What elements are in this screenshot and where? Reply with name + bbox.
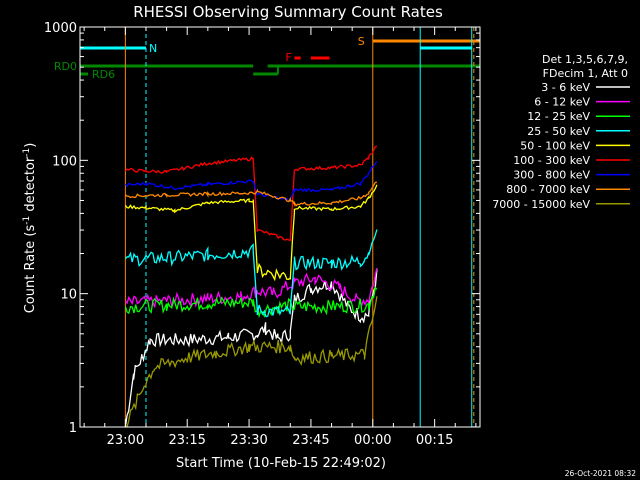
y-tick-label: 10 [60,288,77,303]
series-7000-15000-kev [125,296,378,428]
flag-label-n: N [149,42,157,55]
chart-title: RHESSI Observing Summary Count Rates [133,3,443,21]
series-line-6-12-kev [124,267,378,309]
legend-label-800-7000-kev: 800 - 7000 keV [506,183,590,196]
series-25-50-kev [124,229,378,318]
series-layer [124,145,378,428]
series-line-12-25-kev [124,286,378,319]
series-line-3-6-kev [124,268,378,428]
y-tick-label: 100 [52,154,77,169]
flag-label-rd0: RD0 [54,60,77,73]
y-tick-label: 1000 [44,21,77,36]
series-line-800-7000-kev [124,181,378,207]
legend-label-50-100-kev: 50 - 100 keV [520,139,590,152]
x-tick-label: 23:15 [168,433,205,448]
legend-label-300-800-kev: 300 - 800 keV [513,169,590,182]
series-6-12-kev [124,267,378,309]
series-50-100-kev [124,184,378,282]
series-line-7000-15000-kev [125,296,378,428]
series-line-25-50-kev [124,229,378,318]
x-axis-label: Start Time (10-Feb-15 22:49:02) [176,456,386,471]
legend-label-6-12-kev: 6 - 12 keV [534,96,590,109]
legend-header-fdecim: FDecim 1, Att 0 [543,67,628,80]
legend: Det 1,3,5,6,7,9,FDecim 1, Att 03 - 6 keV… [492,53,630,211]
x-tick-label: 23:00 [107,433,144,448]
series-300-800-kev [124,161,378,202]
footer-timestamp: 26-Oct-2021 08:32 [565,469,636,478]
x-tick-label: 00:00 [354,433,391,448]
legend-label-3-6-kev: 3 - 6 keV [541,81,590,94]
flag-label-rd6: RD6 [92,68,115,81]
y-axis-label: Count Rate (s-1 detector-1) [22,143,38,314]
legend-label-25-50-kev: 25 - 50 keV [527,125,590,138]
series-12-25-kev [124,286,378,319]
legend-label-7000-15000-kev: 7000 - 15000 keV [492,198,590,211]
flag-layer: N F S RD0 RD6 [54,35,480,81]
series-line-50-100-kev [124,184,378,282]
y-tick-label: 1 [69,421,77,436]
series-line-300-800-kev [124,161,378,202]
x-tick-label: 00:15 [416,433,453,448]
series-3-6-kev [124,268,378,428]
legend-header-detectors: Det 1,3,5,6,7,9, [542,53,628,66]
plot-frame [79,26,481,428]
legend-label-12-25-kev: 12 - 25 keV [527,110,590,123]
series-line-100-300-kev [124,145,378,242]
x-tick-label: 23:30 [230,433,267,448]
x-tick-label: 23:45 [292,433,329,448]
flag-label-s: S [358,35,365,48]
legend-label-100-300-kev: 100 - 300 keV [513,154,590,167]
y-axis: 1 10 100 1000 [44,21,480,436]
series-100-300-kev [124,145,378,242]
flag-label-f: F [285,51,291,64]
x-axis: 23:00 23:15 23:30 23:45 00:00 00:15 [83,27,477,448]
series-800-7000-kev [124,181,378,207]
vertical-marker-layer [124,27,475,427]
